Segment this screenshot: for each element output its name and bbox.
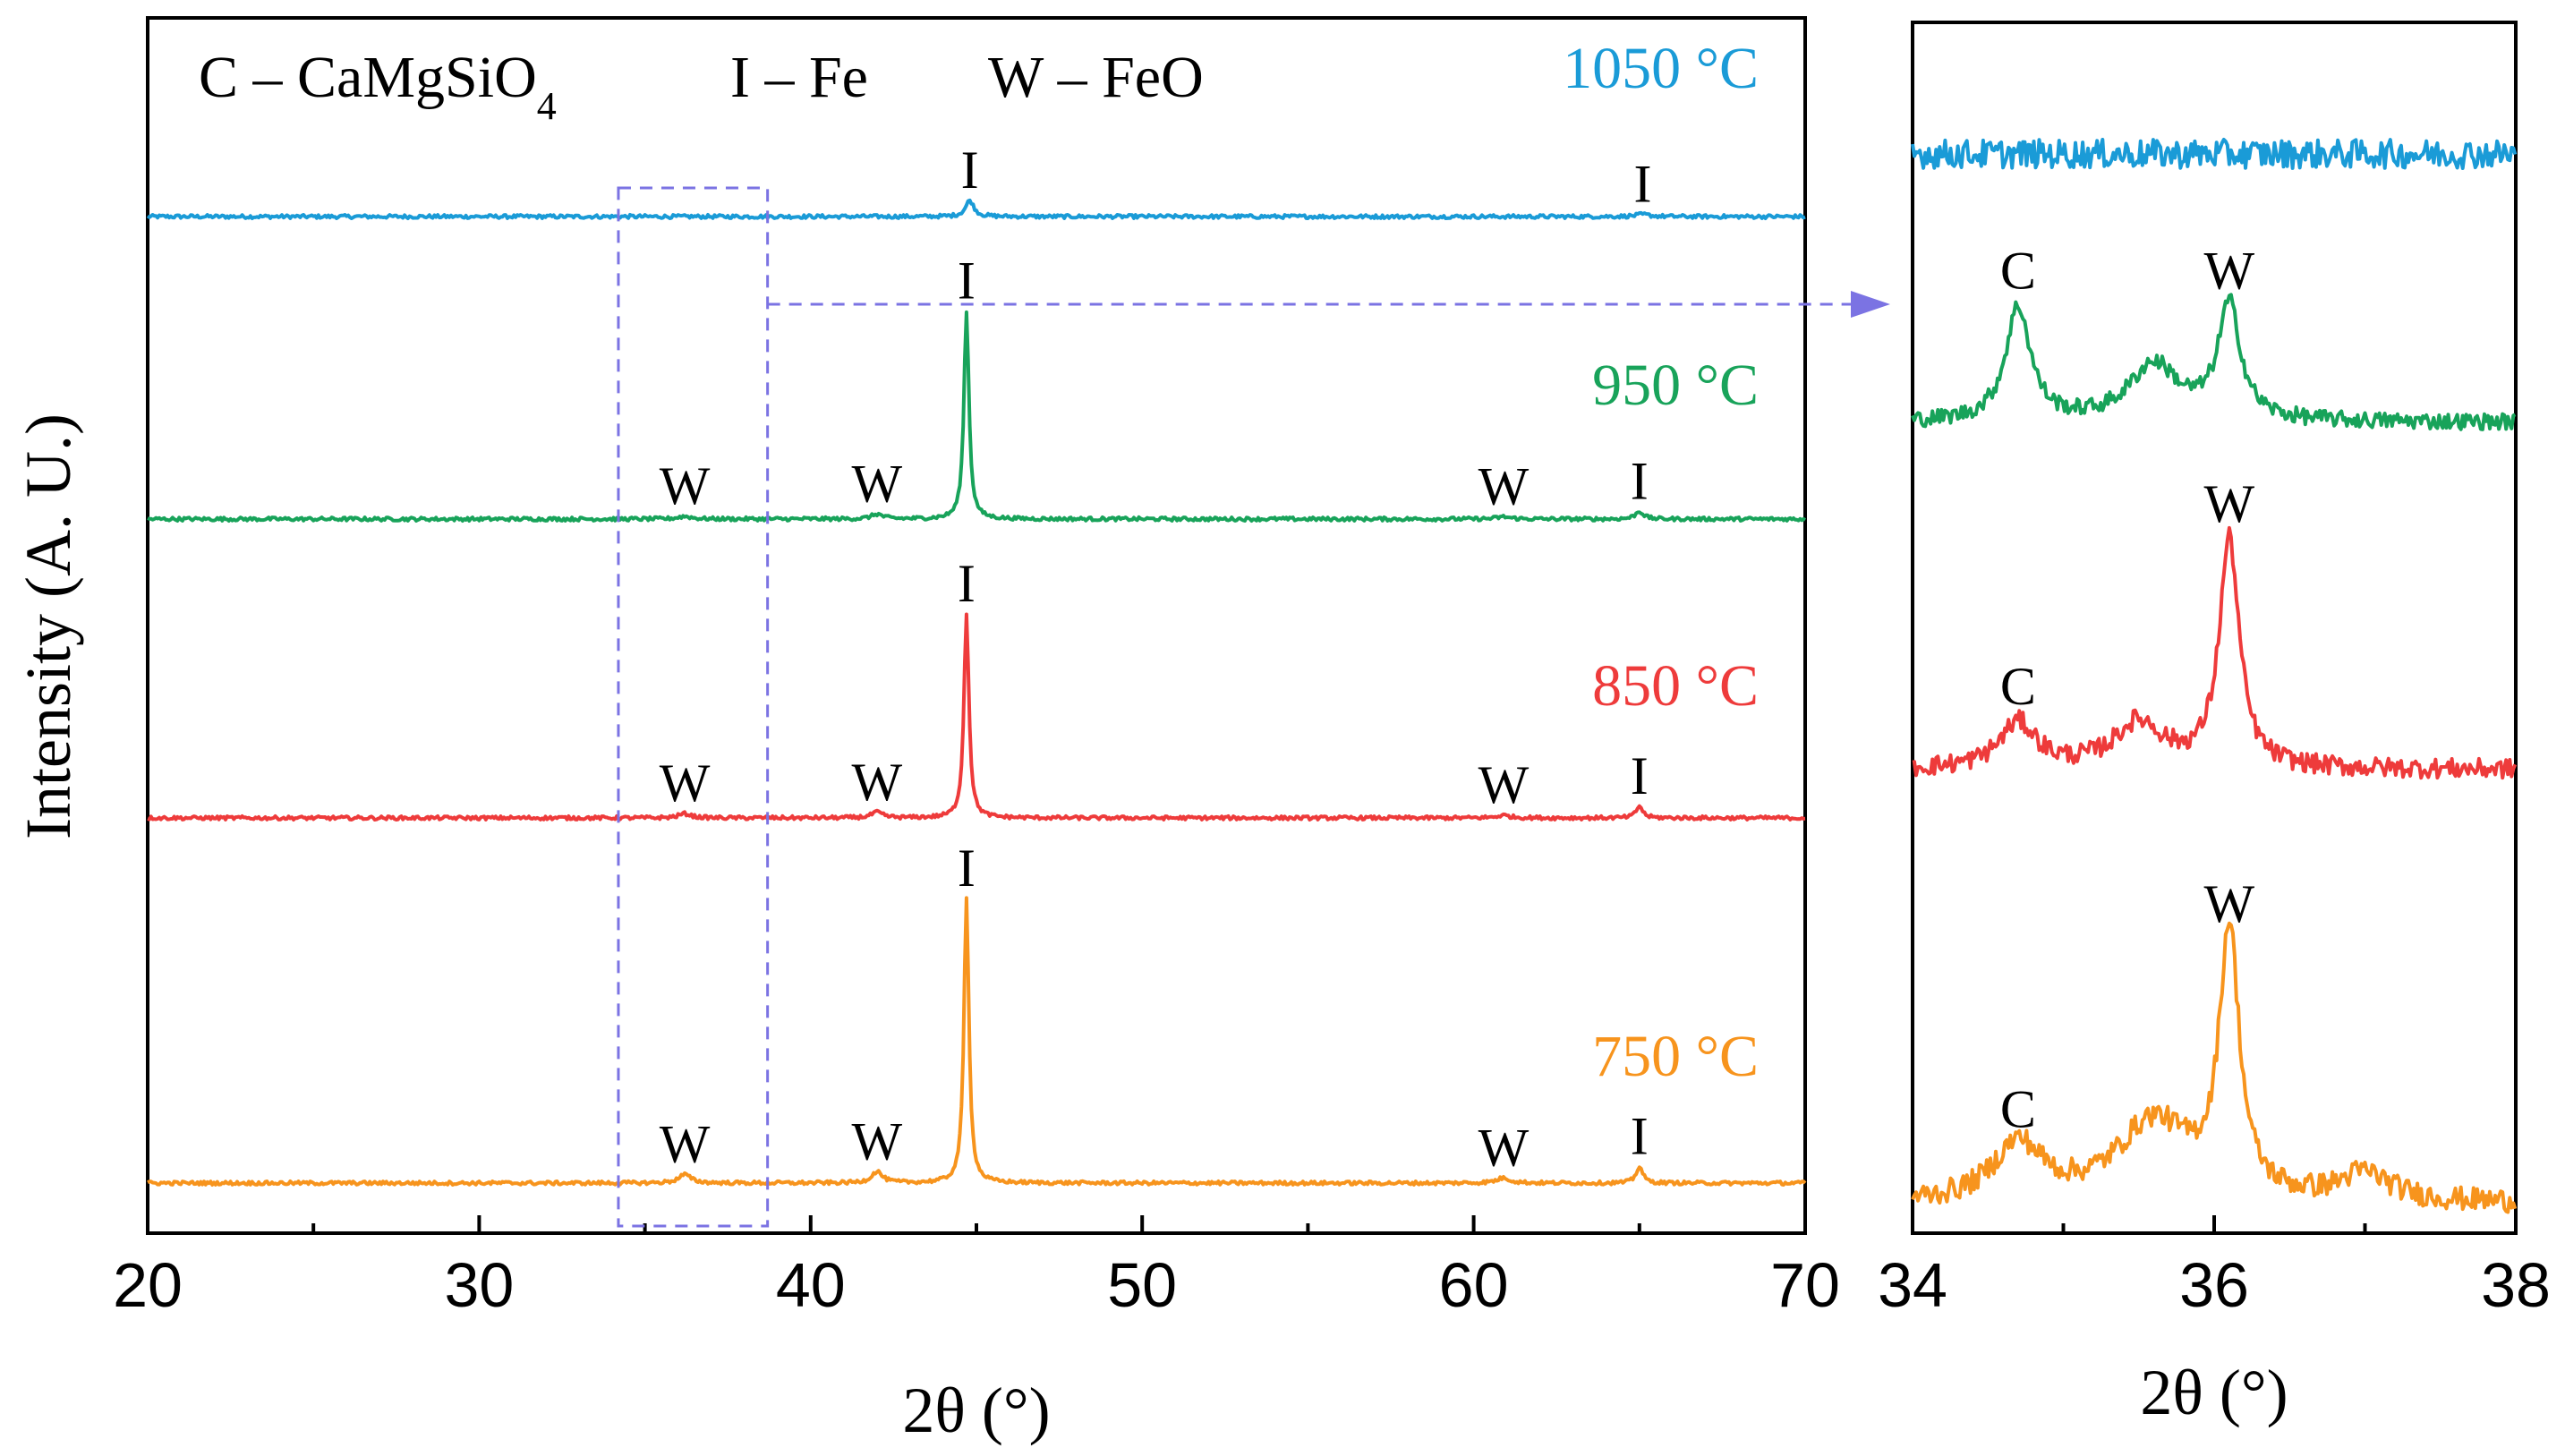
inset-trace-750-c bbox=[1911, 921, 2518, 1214]
main-peak-label: W bbox=[1478, 1118, 1530, 1177]
y-axis-label: Intensity (A. U.) bbox=[13, 413, 84, 839]
inset-peak-label: W bbox=[2204, 242, 2255, 301]
inset-x-tick-label: 34 bbox=[1878, 1250, 1947, 1320]
temperature-label-750-c: 750 °C bbox=[1592, 1024, 1759, 1089]
inset-trace-1050-c bbox=[1911, 138, 2518, 170]
main-x-ticks: 20 30 40 50 60 70 bbox=[113, 1215, 1840, 1320]
main-peak-labels: I IW WIW IW WIW IW WIW I bbox=[660, 140, 1652, 1177]
main-x-tick-label: 40 bbox=[776, 1250, 846, 1320]
main-x-tick-label: 70 bbox=[1770, 1250, 1840, 1320]
main-peak-label: W bbox=[660, 456, 711, 515]
inset-peak-label: C bbox=[2000, 657, 2036, 716]
inset-trace-850-c bbox=[1912, 525, 2518, 780]
main-peak-label: I bbox=[958, 251, 976, 310]
main-x-axis-label: 2θ (°) bbox=[902, 1375, 1050, 1446]
main-peak-label: W bbox=[1478, 755, 1530, 814]
main-peak-label: I bbox=[958, 554, 976, 613]
main-peak-label: I bbox=[1631, 1107, 1649, 1166]
legend-c-subscript: 4 bbox=[537, 84, 557, 128]
zoom-arrow-head bbox=[1851, 291, 1890, 318]
legend-c-text: C – CaMgSiO bbox=[199, 45, 537, 110]
main-traces bbox=[146, 198, 1807, 1187]
main-trace-750-c bbox=[147, 896, 1807, 1187]
main-plot-frame bbox=[146, 16, 1807, 1235]
main-chart-panel: 20 30 40 50 60 70 I IW WIW IW WIW IW WIW I C – CaMgS… bbox=[13, 16, 1890, 1446]
temperature-labels: 1050 °C 950 °C 850 °C 750 °C bbox=[1563, 36, 1759, 1089]
highlight-box bbox=[617, 186, 770, 1228]
inset-x-tick-label: 36 bbox=[2179, 1250, 2249, 1320]
inset-peak-label: C bbox=[2000, 1079, 2036, 1138]
main-trace-1050-c bbox=[146, 198, 1806, 220]
main-peak-label: W bbox=[852, 455, 903, 514]
legend-w: W – FeO bbox=[988, 45, 1204, 110]
main-peak-label: I bbox=[1631, 451, 1649, 510]
main-peak-label: I bbox=[1631, 746, 1649, 805]
main-x-tick-label: 50 bbox=[1107, 1250, 1177, 1320]
inset-traces bbox=[1911, 138, 2518, 1214]
inset-peak-label: C bbox=[2000, 242, 2036, 301]
temperature-label-950-c: 950 °C bbox=[1592, 353, 1759, 418]
inset-peak-labels: C W C W C W bbox=[2000, 242, 2255, 1139]
main-peak-label: W bbox=[852, 1111, 903, 1171]
main-peak-label: I bbox=[961, 140, 979, 200]
main-peak-label: W bbox=[660, 1114, 711, 1173]
inset-trace-950-c bbox=[1911, 293, 2517, 431]
inset-peak-label: W bbox=[2204, 874, 2255, 933]
inset-plot-frame bbox=[1911, 21, 2518, 1235]
inset-x-tick-label: 38 bbox=[2481, 1250, 2551, 1320]
main-peak-label: W bbox=[1478, 457, 1530, 516]
inset-peak-label: W bbox=[2204, 474, 2255, 533]
main-x-tick-label: 20 bbox=[113, 1250, 183, 1320]
inset-x-ticks: 34 36 38 bbox=[1878, 1215, 2551, 1320]
main-trace-850-c bbox=[147, 612, 1806, 822]
inset-x-axis-label: 2θ (°) bbox=[2140, 1357, 2288, 1428]
main-peak-label: I bbox=[958, 839, 976, 898]
main-x-tick-label: 30 bbox=[444, 1250, 514, 1320]
legend-i: I – Fe bbox=[730, 45, 868, 110]
inset-chart-panel: 34 36 38 C W C W C W 2θ (°) bbox=[1878, 21, 2551, 1428]
temperature-label-850-c: 850 °C bbox=[1592, 653, 1759, 719]
legend-c: C – CaMgSiO4 bbox=[199, 45, 557, 128]
temperature-label-1050-c: 1050 °C bbox=[1563, 36, 1759, 101]
main-peak-label: W bbox=[660, 754, 711, 813]
main-x-tick-label: 60 bbox=[1439, 1250, 1509, 1320]
main-peak-label: I bbox=[1634, 155, 1652, 214]
main-trace-950-c bbox=[147, 310, 1807, 523]
main-peak-label: W bbox=[852, 753, 903, 812]
zoom-arrow bbox=[767, 291, 1890, 318]
